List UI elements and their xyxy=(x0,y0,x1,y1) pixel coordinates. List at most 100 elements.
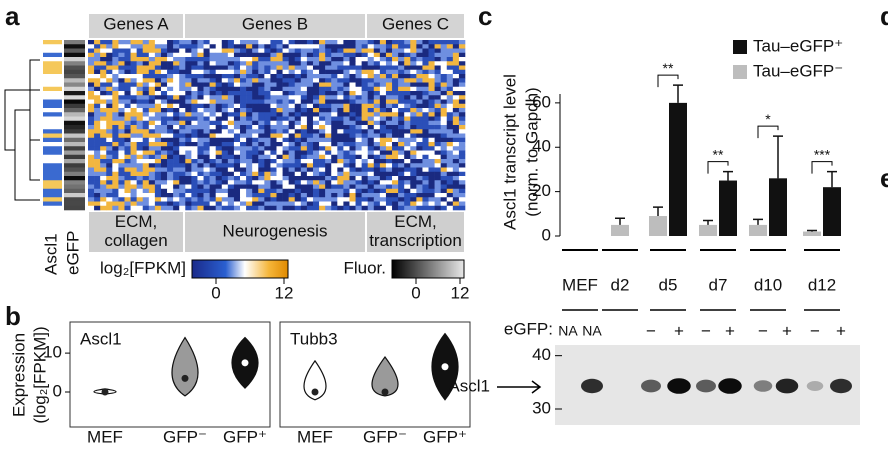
heat-cell xyxy=(306,61,314,66)
heat-cell xyxy=(288,91,296,96)
heat-cell xyxy=(264,86,271,92)
heat-cell xyxy=(252,52,259,58)
egfp-cell xyxy=(64,69,85,75)
heat-cell xyxy=(355,205,362,211)
heat-cell xyxy=(88,159,95,164)
heat-cell xyxy=(94,205,101,211)
heat-cell xyxy=(167,95,174,100)
heat-cell xyxy=(452,57,460,62)
heat-cell xyxy=(264,184,271,190)
heat-cell xyxy=(264,95,271,100)
heat-cell xyxy=(215,116,223,122)
bar xyxy=(803,231,821,236)
heat-cell xyxy=(458,61,466,66)
heat-cell xyxy=(148,137,156,143)
heat-cell xyxy=(221,184,229,190)
heat-cell xyxy=(112,48,119,54)
heat-cell xyxy=(258,125,265,130)
heat-cell xyxy=(331,40,338,45)
heat-cell xyxy=(130,193,137,198)
heat-cell xyxy=(294,57,302,62)
heat-cell xyxy=(337,142,344,147)
heat-cell xyxy=(440,193,448,198)
heat-cell xyxy=(312,176,320,181)
heat-cell xyxy=(154,146,162,151)
heat-cell xyxy=(276,163,283,168)
heat-cell xyxy=(306,120,314,126)
heat-cell xyxy=(373,142,381,147)
heat-cell xyxy=(361,57,369,62)
heat-cell xyxy=(227,171,235,177)
heat-cell xyxy=(94,40,101,45)
heat-cell xyxy=(203,82,210,88)
heat-cell xyxy=(142,163,150,168)
heat-cell xyxy=(458,150,466,156)
heat-cell xyxy=(428,167,435,173)
heat-cell xyxy=(209,137,216,143)
heat-cell xyxy=(112,52,119,58)
heat-cell xyxy=(142,176,150,181)
heat-cell xyxy=(246,86,253,92)
heat-cell xyxy=(337,40,344,45)
heat-cell xyxy=(300,125,308,130)
heat-cell xyxy=(240,116,247,122)
heat-cell xyxy=(349,180,356,185)
heat-cell xyxy=(270,171,277,177)
heat-cell xyxy=(343,91,350,96)
ascl1-cell xyxy=(43,57,62,62)
heat-cell xyxy=(112,154,119,160)
heat-cell xyxy=(458,78,466,83)
heat-cell xyxy=(367,201,375,207)
heat-cell xyxy=(282,74,289,79)
heat-cell xyxy=(215,188,223,194)
heat-cell xyxy=(160,116,168,122)
heat-cell xyxy=(337,197,344,202)
heat-cell xyxy=(94,167,101,173)
heat-cell xyxy=(252,193,259,198)
heat-cell xyxy=(160,103,168,109)
heat-cell xyxy=(337,180,344,185)
heat-cell xyxy=(300,180,308,185)
heat-cell xyxy=(416,197,423,202)
heat-cell xyxy=(306,82,314,88)
heat-cell xyxy=(428,150,435,156)
heat-cell xyxy=(276,171,283,177)
heat-cell xyxy=(227,180,235,185)
bar xyxy=(669,102,687,236)
heat-cell xyxy=(288,78,296,83)
heat-cell xyxy=(446,116,454,122)
heat-cell xyxy=(191,91,198,96)
ascl1-cell xyxy=(43,52,62,58)
heat-cell xyxy=(209,171,216,177)
heat-cell xyxy=(392,103,399,109)
heat-cell xyxy=(398,112,405,117)
heat-cell xyxy=(416,52,423,58)
heat-cell xyxy=(197,99,204,105)
dendrogram xyxy=(14,109,40,201)
annotation: Neurogenesis xyxy=(223,221,328,240)
heat-cell xyxy=(337,52,344,58)
heat-cell xyxy=(422,159,429,164)
heat-cell xyxy=(325,57,332,62)
heat-cell xyxy=(428,103,435,109)
heat-cell xyxy=(185,57,192,62)
heat-cell xyxy=(319,99,326,105)
heat-cell xyxy=(288,82,296,88)
heat-cell xyxy=(306,180,314,185)
heat-cell xyxy=(452,116,460,122)
heat-cell xyxy=(452,184,460,190)
heat-cell xyxy=(440,133,448,139)
heat-cell xyxy=(319,86,326,92)
heat-cell xyxy=(130,99,137,105)
heat-cell xyxy=(404,120,411,126)
heat-cell xyxy=(373,91,381,96)
heat-cell xyxy=(422,112,429,117)
heat-cell xyxy=(215,171,223,177)
heat-cell xyxy=(398,146,405,151)
heat-cell xyxy=(221,180,229,185)
heat-cell xyxy=(392,159,399,164)
ascl1-cell xyxy=(43,120,62,126)
heat-cell xyxy=(385,120,393,126)
heat-cell xyxy=(233,188,241,194)
heat-cell xyxy=(88,188,95,194)
